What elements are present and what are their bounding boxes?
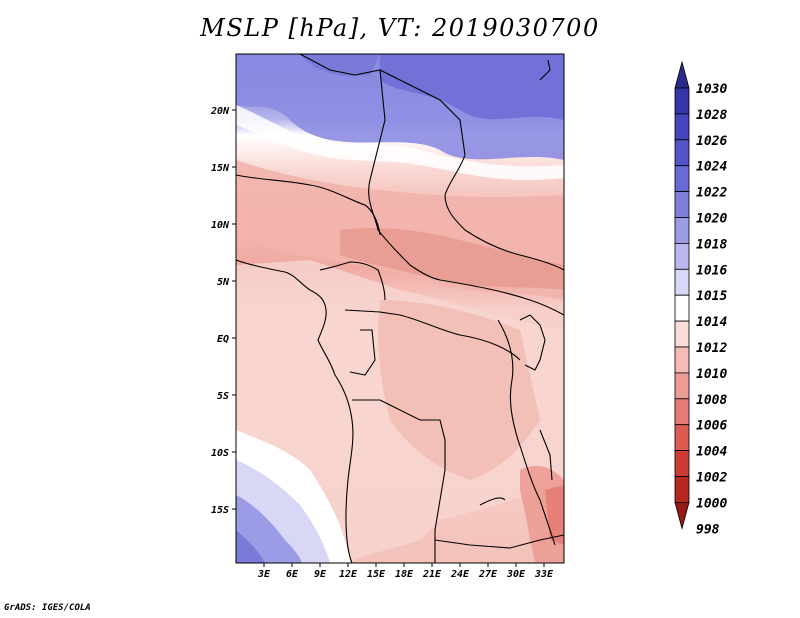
lake-victoria [519, 314, 546, 371]
lat-tick-label: 5S [217, 391, 229, 402]
colorbar-swatch [674, 450, 690, 477]
lake-malawi [539, 429, 553, 481]
colorbar-swatch [674, 268, 690, 296]
colorbar-level-label: 1012 [696, 341, 727, 356]
colorbar-swatch [674, 372, 690, 400]
colorbar-swatch [674, 398, 690, 426]
colorbar-swatch [674, 191, 690, 218]
colorbar-level-label: 1022 [696, 186, 727, 201]
lake-kariba [479, 497, 506, 506]
colorbar-swatch [674, 165, 690, 192]
colorbar-level-label: 1026 [696, 134, 727, 149]
colorbar-level-label: 1004 [696, 445, 727, 460]
pressure-field [236, 54, 564, 563]
colorbar-swatch [674, 320, 690, 348]
lon-tick-label: 33E [534, 569, 554, 580]
cameroon-border [319, 261, 386, 301]
axis-ticks [232, 109, 545, 567]
colorbar-level-label: 1008 [696, 393, 727, 408]
map-frame [235, 53, 565, 564]
colorbar-level-label: 1030 [696, 82, 727, 97]
lon-tick-label: 21E [422, 569, 442, 580]
coastlines-borders [236, 54, 564, 563]
colorbar-swatch [674, 87, 690, 115]
lon-tick-label: 9E [314, 569, 327, 580]
colorbar-level-label: 1015 [696, 289, 727, 304]
colorbar-arrow-top [674, 60, 690, 89]
colorbar-level-label: 1006 [696, 419, 727, 434]
colorbar-swatch [674, 294, 690, 322]
lon-tick-label: 24E [450, 569, 470, 580]
colorbar-swatch [674, 424, 690, 452]
colorbar-swatch [674, 346, 690, 374]
lon-tick-label: 3E [257, 569, 271, 580]
lon-tick-label: 15E [367, 569, 386, 580]
niger-chad-border [368, 69, 386, 231]
colorbar-swatch [674, 139, 690, 167]
colorbar-level-label: 998 [696, 522, 720, 537]
car-border [377, 229, 564, 316]
sudan-border [444, 154, 564, 271]
lat-tick-label: 5N [217, 277, 230, 288]
lat-tick-label: 10N [211, 220, 230, 231]
atlantic-coastline [236, 259, 354, 563]
colorbar-level-label: 1024 [696, 160, 727, 175]
nile-delta [539, 59, 551, 81]
lon-tick-label: 18E [395, 569, 414, 580]
lat-tick-label: 10S [211, 448, 229, 459]
colorbar-swatch [674, 217, 690, 244]
colorbar-level-label: 1010 [696, 367, 727, 382]
lon-tick-label: 27E [478, 569, 498, 580]
angola-border [352, 399, 446, 563]
congo-border [344, 309, 521, 361]
colorbar-level-label: 1000 [696, 496, 727, 511]
gabon-border [349, 329, 376, 376]
lon-tick-label: 30E [506, 569, 526, 580]
sahara-border-north [299, 54, 466, 156]
zambia-namibia-border [434, 534, 564, 549]
colorbar-level-label: 1016 [696, 263, 727, 278]
lat-tick-label: 15S [211, 505, 229, 516]
lat-tick-label: 15N [211, 163, 230, 174]
colorbar: 1030 1028 1026 1024 1022 1020 1018 1016 1015 1014… [674, 60, 727, 537]
great-lakes-line [497, 319, 556, 546]
credit-label: GrADS: IGES/COLA [4, 603, 91, 613]
colorbar-level-label: 1014 [696, 315, 727, 330]
colorbar-level-label: 1002 [696, 471, 727, 486]
lon-tick-label: 12E [339, 569, 358, 580]
colorbar-level-label: 1018 [696, 237, 727, 252]
lon-tick-label: 6E [286, 569, 299, 580]
colorbar-swatch [674, 476, 690, 503]
colorbar-arrow-bottom [674, 501, 690, 530]
colorbar-swatch [674, 242, 690, 270]
colorbar-swatch [674, 113, 690, 141]
colorbar-level-label: 1028 [696, 108, 727, 123]
colorbar-level-label: 1020 [696, 212, 727, 227]
lat-tick-label: EQ [217, 334, 229, 345]
lat-tick-label: 20N [210, 106, 230, 117]
map-title: MSLP [hPa], VT: 2019030700 [200, 14, 600, 42]
